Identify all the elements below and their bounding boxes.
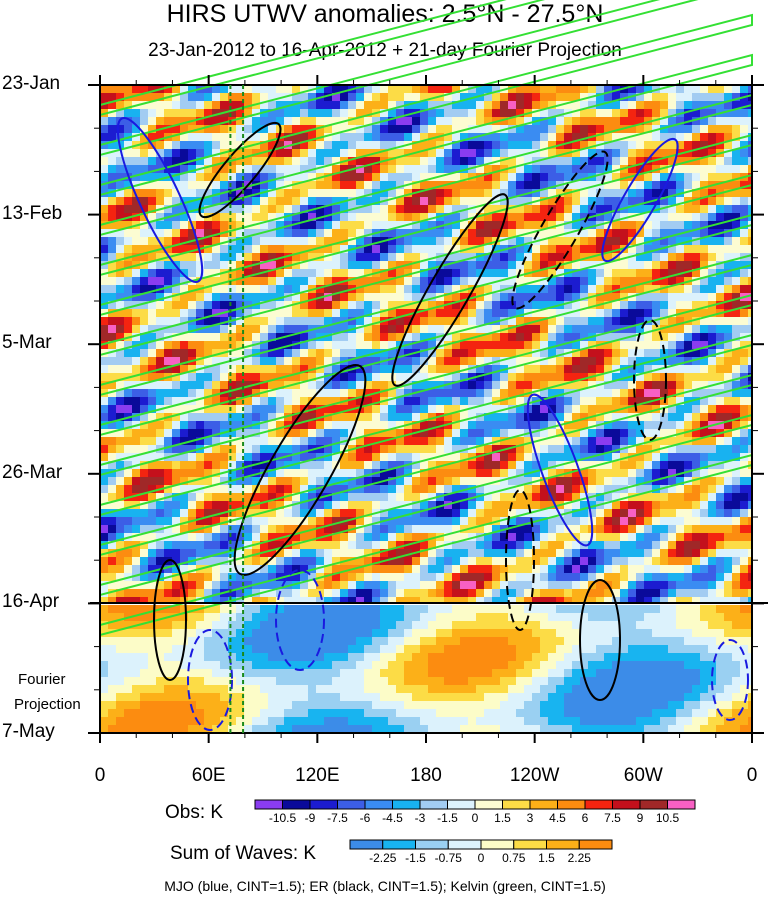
x-tick-label: 120E (295, 765, 340, 786)
waves-colorbar-swatch (382, 839, 416, 850)
fourier-projection-label-line1: Fourier (18, 671, 66, 688)
obs-colorbar-tick-label: 7.5 (604, 811, 621, 825)
obs-colorbar-swatch (392, 799, 421, 810)
obs-colorbar-swatch (474, 799, 503, 810)
obs-colorbar-label: Obs: K (165, 802, 224, 823)
waves-colorbar-tick-label: 2.25 (567, 851, 591, 865)
waves-colorbar-swatch (415, 839, 449, 850)
y-tick-label: 23-Jan (2, 73, 61, 94)
waves-colorbar-tick-label: 0.75 (502, 851, 526, 865)
waves-colorbar-swatch (349, 839, 384, 850)
obs-colorbar-tick-label: -9 (304, 811, 316, 825)
obs-colorbar-tick-label: 6 (581, 811, 589, 825)
waves-colorbar-tick-label: -0.75 (434, 851, 462, 865)
waves-colorbar-tick-label: 0 (477, 851, 485, 865)
obs-colorbar-tick-label: 10.5 (655, 811, 680, 825)
obs-colorbar-swatch (612, 799, 641, 810)
obs-colorbar-swatch (502, 799, 531, 810)
x-tick-label: 180 (410, 765, 442, 786)
waves-colorbar-swatch (578, 839, 613, 850)
obs-colorbar-tick-label: -4.5 (382, 811, 403, 825)
obs-colorbar-swatch (639, 799, 668, 810)
y-tick-label: 5-Mar (2, 332, 52, 354)
x-tick-label: 120W (509, 765, 560, 786)
fourier-projection-label-line2: Projection (14, 696, 81, 713)
y-tick-label: 13-Feb (2, 202, 63, 224)
chart-subtitle: 23-Jan-2012 to 16-Apr-2012 + 21-day Four… (148, 40, 622, 61)
waves-colorbar-tick-label: -2.25 (369, 851, 397, 865)
chart-title: HIRS UTWV anomalies: 2.5°N - 27.5°N (166, 0, 604, 28)
obs-colorbar-swatch (282, 799, 311, 810)
obs-colorbar-swatch (419, 799, 448, 810)
obs-colorbar-tick-label: -1.5 (437, 811, 458, 825)
y-tick-label: 16-Apr (2, 591, 60, 613)
waves-colorbar-swatch (546, 839, 580, 850)
x-tick-label: 0 (746, 765, 758, 786)
obs-colorbar-swatch (667, 799, 696, 810)
obs-colorbar-tick-label: 3 (526, 811, 534, 825)
x-tick-label: 0 (94, 765, 106, 786)
obs-colorbar-swatch (529, 799, 558, 810)
x-tick-label: 60W (623, 765, 663, 786)
obs-colorbar-tick-label: -6 (359, 811, 371, 825)
obs-colorbar-swatch (337, 799, 366, 810)
waves-colorbar-swatch (480, 839, 515, 850)
obs-colorbar-swatch (584, 799, 613, 810)
x-tick-label: 60E (191, 765, 226, 786)
obs-colorbar-swatch (254, 799, 283, 810)
waves-colorbar-swatch (447, 839, 482, 850)
obs-colorbar-swatch (557, 799, 586, 810)
obs-colorbar-tick-label: 0 (471, 811, 479, 825)
obs-colorbar-swatch (309, 799, 338, 810)
obs-colorbar-tick-label: -10.5 (268, 811, 297, 825)
obs-colorbar-tick-label: -7.5 (327, 811, 348, 825)
waves-colorbar-label: Sum of Waves: K (170, 843, 317, 864)
obs-colorbar-tick-label: -3 (414, 811, 426, 825)
obs-colorbar-tick-label: 4.5 (549, 811, 566, 825)
y-tick-label: 7-May (2, 721, 55, 742)
y-tick-label: 26-Mar (2, 461, 63, 483)
obs-colorbar-swatch (364, 799, 393, 810)
obs-colorbar-swatch (447, 799, 476, 810)
waves-colorbar-swatch (513, 839, 547, 850)
waves-colorbar-tick-label: 1.5 (538, 851, 555, 865)
obs-colorbar-tick-label: 1.5 (494, 811, 511, 825)
obs-colorbar-tick-label: 9 (636, 811, 644, 825)
contour-legend-footnote: MJO (blue, CINT=1.5); ER (black, CINT=1.… (164, 878, 606, 894)
waves-colorbar-tick-label: -1.5 (405, 851, 426, 865)
